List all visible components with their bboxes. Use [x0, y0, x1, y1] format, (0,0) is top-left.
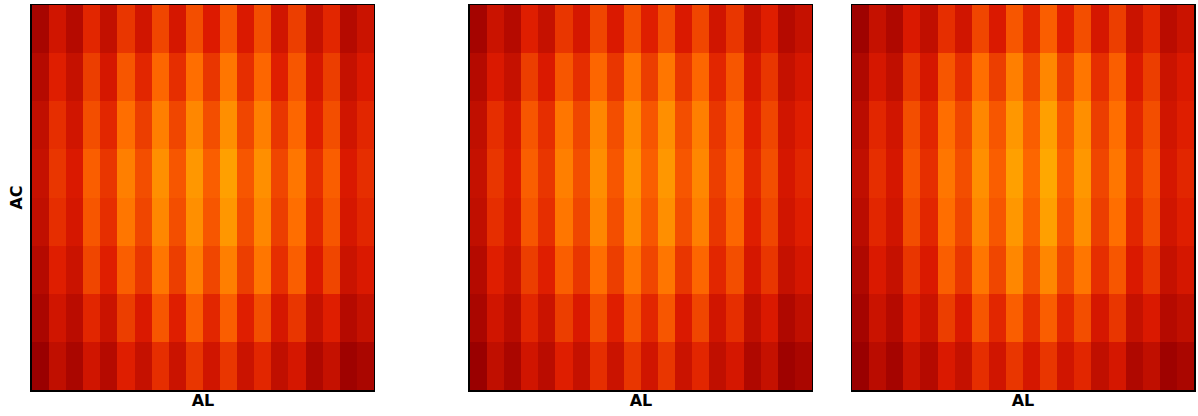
svg-text:AC: AC	[7, 185, 26, 209]
svg-text:AL: AL	[630, 391, 653, 410]
svg-text:AL: AL	[1012, 391, 1035, 410]
svg-text:AL: AL	[192, 391, 215, 410]
